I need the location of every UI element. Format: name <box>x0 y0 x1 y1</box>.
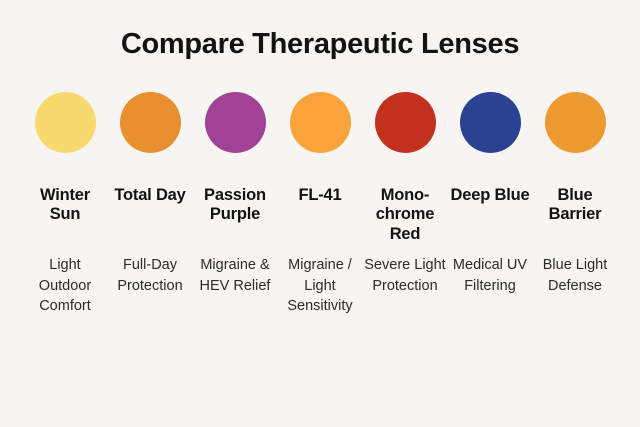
lens-name-column-2: Passion Purple <box>193 153 278 244</box>
lens-name: FL-41 <box>298 185 342 204</box>
lens-column-6 <box>533 91 618 153</box>
lens-name-row: Winter Sun Total Day Passion Purple FL-41 Mo… <box>0 153 640 244</box>
lens-swatch-winter-sun[interactable] <box>34 91 96 153</box>
lens-swatch-fl-41[interactable] <box>289 91 351 153</box>
lens-desc-column-4: Severe Light Protection <box>363 244 448 317</box>
lens-column-4 <box>363 91 448 153</box>
lens-column-1 <box>108 91 193 153</box>
lens-name-column-5: Deep Blue <box>448 153 533 244</box>
lens-name-column-6: Blue Barrier <box>533 153 618 244</box>
lens-desc-column-1: Full-Day Protection <box>108 244 193 317</box>
lens-column-5 <box>448 91 533 153</box>
lens-swatch-deep-blue[interactable] <box>459 91 521 153</box>
lens-description: Blue Light Defense <box>542 257 608 294</box>
lens-desc-column-2: Migraine & HEV Relief <box>193 244 278 317</box>
page-title: Compare Therapeutic Lenses <box>120 28 520 60</box>
lens-name: Total Day <box>114 185 186 204</box>
lens-swatch-row <box>0 91 640 153</box>
lens-desc-column-3: Migraine / Light Sensitivity <box>278 244 363 317</box>
lens-swatch-blue-barrier[interactable] <box>544 91 606 153</box>
lens-desc-column-6: Blue Light Defense <box>533 244 618 317</box>
lens-desc-column-0: Light Outdoor Comfort <box>23 244 108 317</box>
lens-desc-column-5: Medical UV Filtering <box>448 244 533 317</box>
lens-description: Migraine & HEV Relief <box>199 257 271 294</box>
lens-swatch-monochrome-red[interactable] <box>374 91 436 153</box>
lens-name-column-3: FL-41 <box>278 153 363 244</box>
lens-description: Severe Light Protection <box>364 257 446 294</box>
lens-column-3 <box>278 91 363 153</box>
lens-name-column-4: Mono-chrome Red <box>363 153 448 244</box>
lens-description: Light Outdoor Comfort <box>38 257 92 315</box>
lens-name-column-0: Winter Sun <box>23 153 108 244</box>
lens-name-column-1: Total Day <box>108 153 193 244</box>
lens-name: Blue Barrier <box>548 185 602 224</box>
lens-description: Migraine / Light Sensitivity <box>287 257 353 315</box>
lens-description-row: Light Outdoor Comfort Full-Day Protection… <box>0 244 640 317</box>
lens-description: Full-Day Protection <box>117 257 183 294</box>
lens-swatch-total-day[interactable] <box>119 91 181 153</box>
lens-name: Deep Blue <box>450 185 530 204</box>
lens-swatch-passion-purple[interactable] <box>204 91 266 153</box>
lens-name: Mono-chrome Red <box>375 185 435 243</box>
lens-name: Winter Sun <box>40 185 90 224</box>
lens-column-2 <box>193 91 278 153</box>
lens-column-0 <box>23 91 108 153</box>
lens-name: Passion Purple <box>204 185 266 224</box>
lens-description: Medical UV Filtering <box>452 257 528 294</box>
